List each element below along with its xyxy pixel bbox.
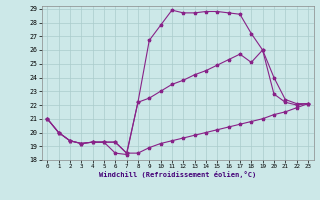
X-axis label: Windchill (Refroidissement éolien,°C): Windchill (Refroidissement éolien,°C) [99,171,256,178]
